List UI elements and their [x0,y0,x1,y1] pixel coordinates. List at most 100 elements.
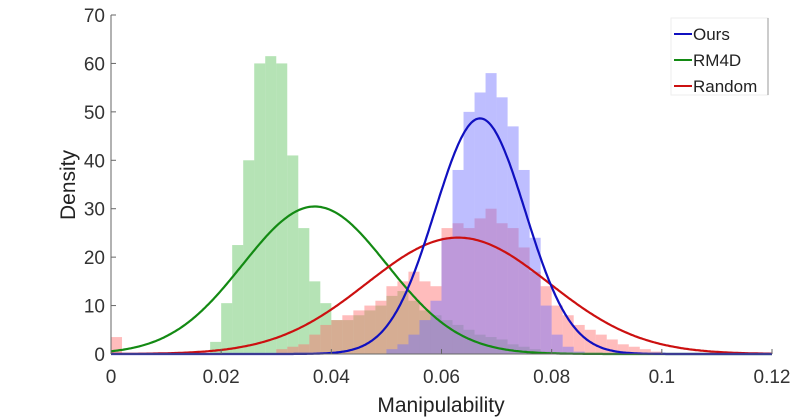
histogram-bar-ours [419,320,431,354]
histogram-bar-random [298,344,310,354]
histogram-bar-random [507,228,519,354]
histogram-bar-random [617,344,629,354]
histogram-bar-rm4d [496,339,508,354]
x-axis-label: Manipulability [377,394,505,417]
histogram-bar-rm4d [331,320,343,354]
legend-label-random: Random [693,77,757,96]
x-tick-label: 0.1 [649,367,675,388]
histogram-bar-random [419,281,431,354]
histogram-bar-random [342,315,354,354]
histogram-bar-random [485,208,497,354]
histogram-bar-rm4d [397,291,409,354]
legend: Ours RM4D Random [670,17,769,96]
histogram-bar-random [573,324,585,354]
histogram-bar-rm4d [320,303,332,354]
x-tick-label: 0.04 [313,367,350,388]
legend-box [670,17,769,96]
histogram-bar-random [276,349,288,354]
histogram-bar-rm4d [408,300,420,354]
histogram-bar-random [111,337,123,354]
histogram-bar-ours [430,300,442,354]
y-tick-label: 70 [84,6,105,27]
histogram-bar-random [452,223,464,354]
histogram-bar-random [287,346,299,354]
legend-label-ours: Ours [693,25,730,44]
histogram-bar-rm4d [375,305,387,354]
histogram-bar-rm4d [353,315,365,354]
histogram-bar-random [463,228,475,354]
histogram-bar-random [650,351,662,354]
histogram-bar-rm4d [254,63,266,355]
x-tick-label: 0.12 [754,367,791,388]
y-tick-label: 10 [84,297,105,318]
histogram-bar-random [320,324,332,354]
histogram-bar-random [331,320,343,354]
histogram-bar-random [639,349,651,354]
histogram-bar-random [397,281,409,354]
histogram-bar-rm4d [386,295,398,354]
histogram-bar-random [518,247,530,354]
histogram-bar-rm4d [287,155,299,354]
legend-label-rm4d: RM4D [693,51,741,70]
histogram-bar-random [309,334,321,354]
x-tick-label: 0.02 [203,367,240,388]
histogram-bars [111,56,662,355]
y-tick-label: 60 [84,54,105,75]
histogram-bar-random [595,334,607,354]
histogram-bar-ours [529,237,541,354]
histogram-bar-random [441,228,453,354]
histogram-bar-random [551,305,563,354]
histogram-bar-rm4d [298,228,310,354]
y-tick-label: 0 [94,345,105,366]
histogram-bar-rm4d [452,324,464,354]
histogram-bar-rm4d [276,63,288,355]
histogram-bar-ours [551,334,563,354]
histogram-bar-rm4d [265,56,277,355]
histogram-bar-ours [441,237,453,354]
histogram-bar-random [540,286,552,354]
histogram-bar-rm4d [507,344,519,354]
histogram-bar-random [628,346,640,354]
histogram-bar-ours [518,169,530,354]
histogram-bar-rm4d [441,320,453,354]
histogram-bar-rm4d [419,310,431,354]
histogram-bar-ours [562,346,574,354]
histogram-bar-ours [397,344,409,354]
histogram-bar-ours [452,169,464,354]
histogram-bar-rm4d [430,315,442,354]
histogram-bar-random [364,305,376,354]
y-tick-label: 40 [84,151,105,172]
histogram-bar-rm4d [364,310,376,354]
histogram-bar-random [430,286,442,354]
histogram-bar-random [529,271,541,354]
histogram-bar-random [375,300,387,354]
histogram-bar-random [474,218,486,354]
histogram-bar-rm4d [210,341,222,354]
histogram-bar-random [496,223,508,354]
x-tick-label: 0.08 [533,367,570,388]
histogram-bar-ours [474,92,486,354]
y-axis-label: Density [57,149,80,220]
histogram-bar-ours [408,334,420,354]
histogram-bar-rm4d [463,329,475,354]
histogram-bar-rm4d [518,346,530,354]
histogram-bar-rm4d [342,320,354,354]
histogram-bar-random [408,271,420,354]
x-tick-label: 0.06 [423,367,460,388]
histogram-bar-random [353,310,365,354]
histogram-bar-ours [463,111,475,354]
histogram-bar-ours [386,349,398,354]
x-tick-label: 0 [106,367,117,388]
y-tick-label: 20 [84,248,105,269]
y-tick-label: 30 [84,200,105,221]
histogram-bar-ours [540,305,552,354]
histogram-bar-ours [507,126,519,354]
y-ticks: 0 10 20 30 40 50 60 70 [84,6,116,366]
histogram-bar-random [562,315,574,354]
histogram-bar-ours [485,73,497,354]
histogram-bar-rm4d [309,281,321,354]
histogram-bar-ours [496,97,508,354]
y-tick-label: 50 [84,103,105,124]
x-ticks: 0 0.02 0.04 0.06 0.08 0.1 0.12 [106,349,791,388]
